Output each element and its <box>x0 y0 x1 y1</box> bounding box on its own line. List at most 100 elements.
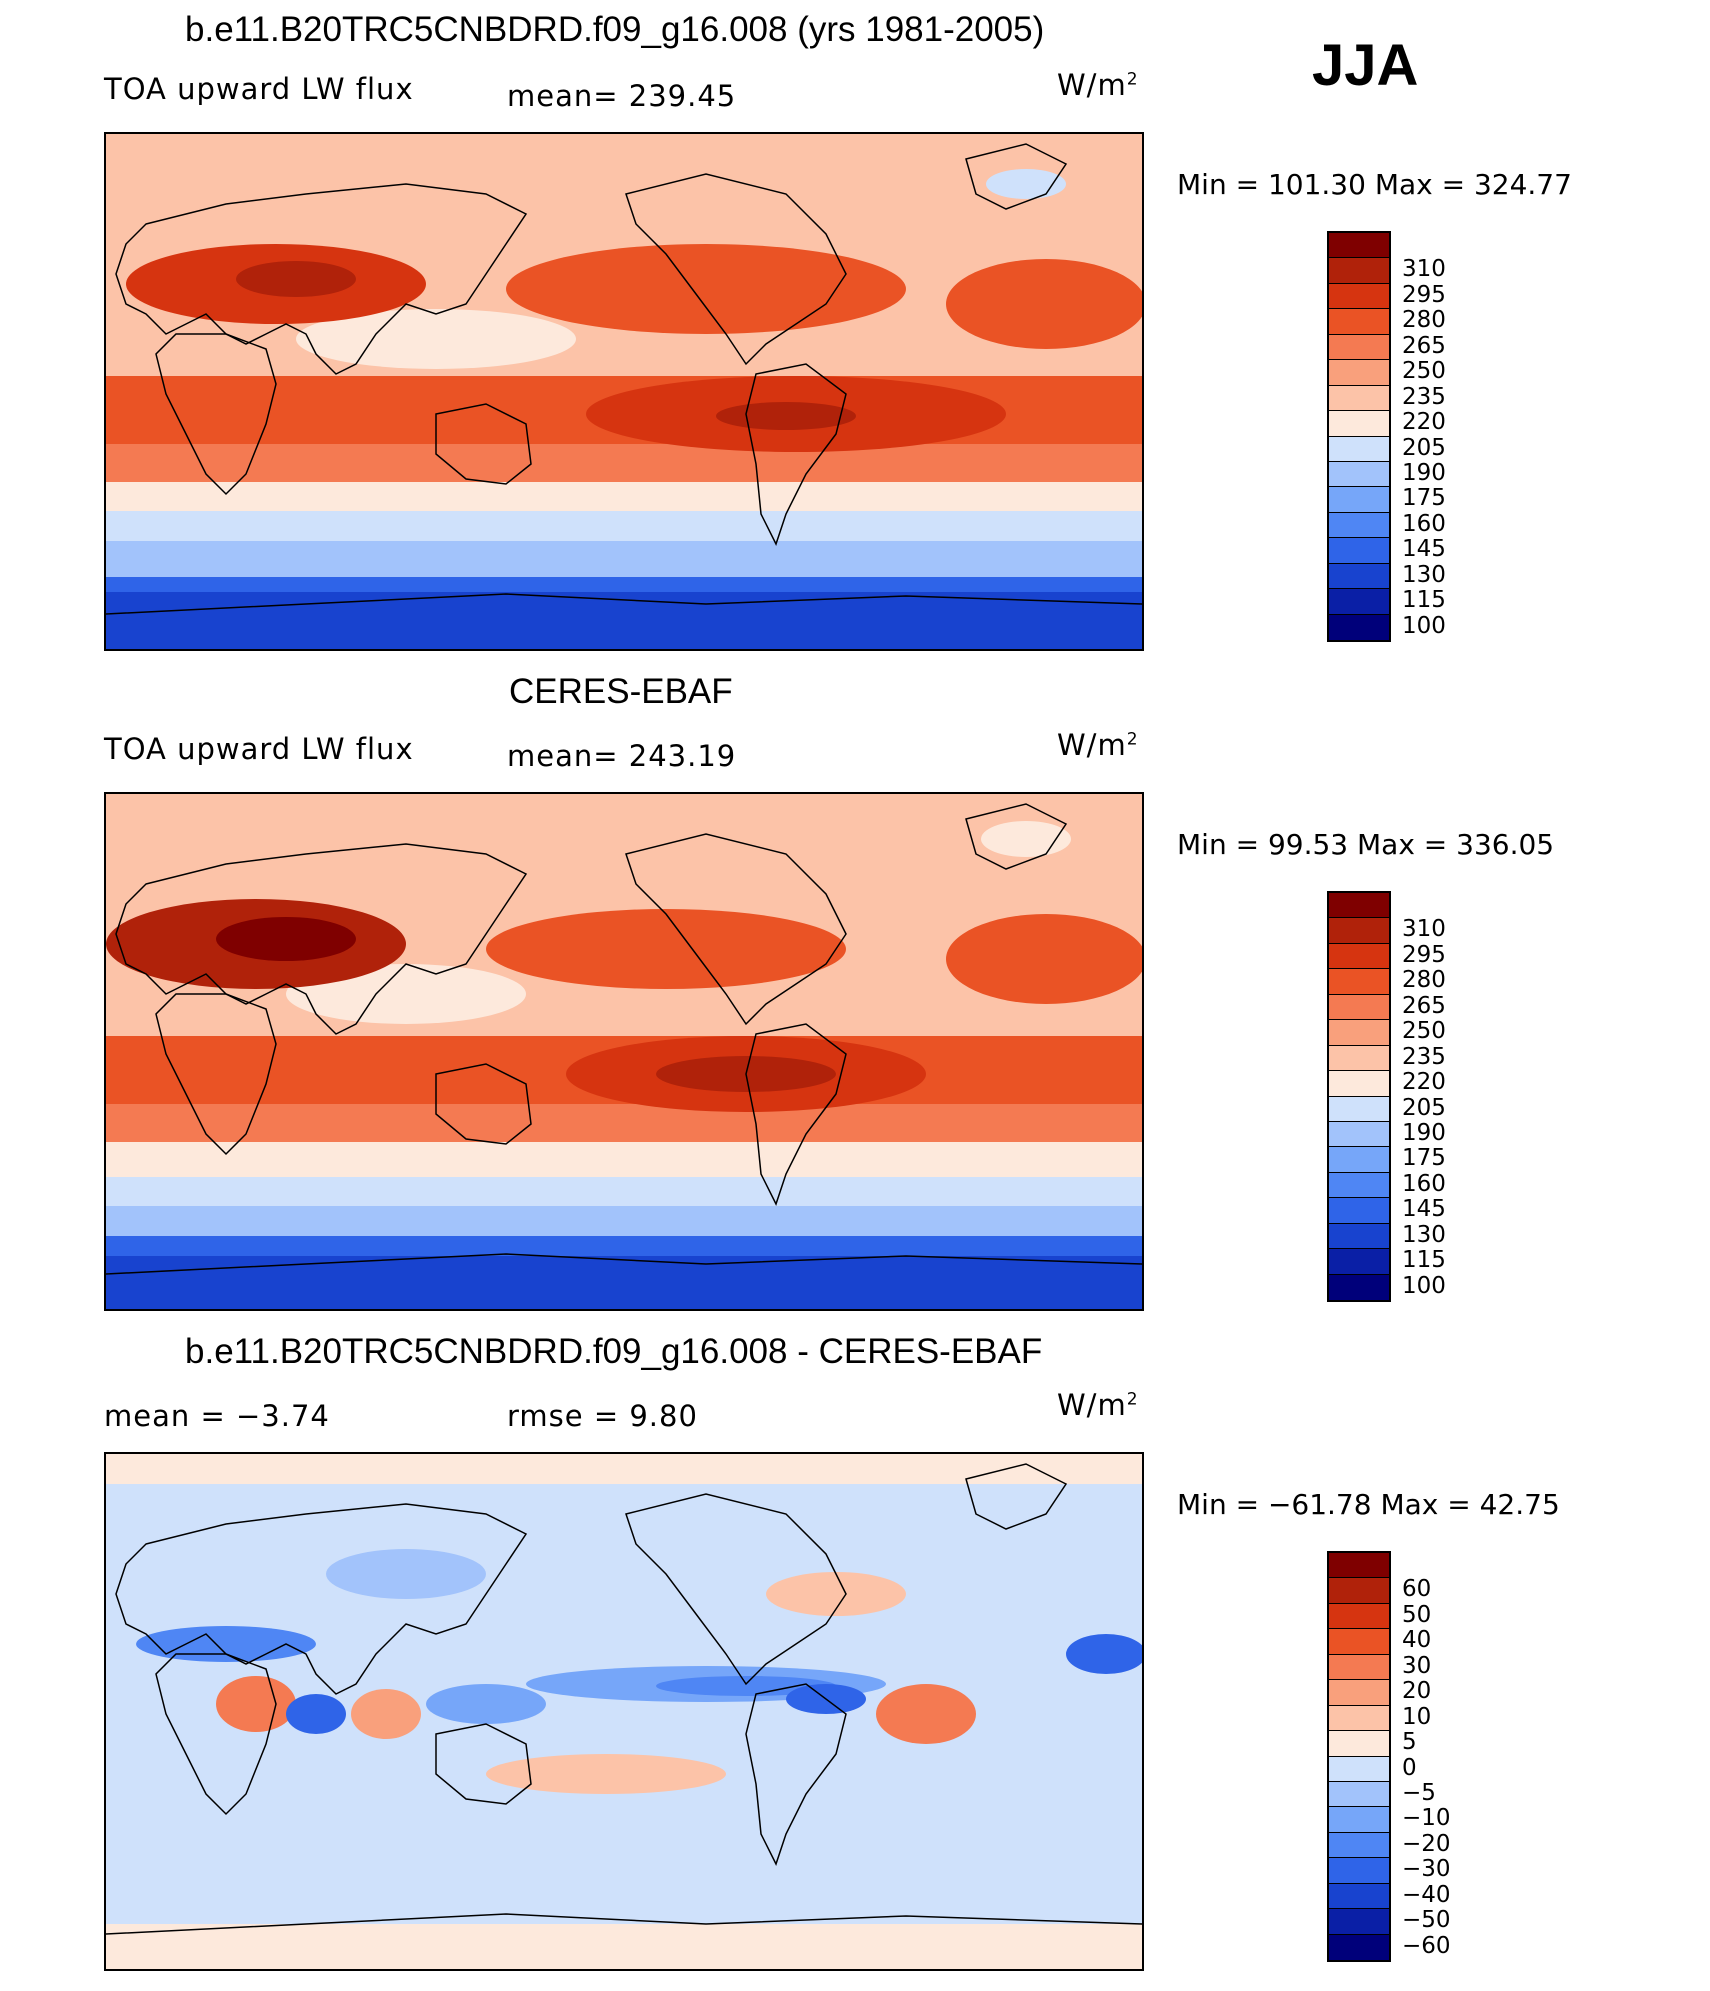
colorbar-swatch <box>1329 1756 1389 1782</box>
colorbar-tick-label: 5 <box>1402 1729 1417 1756</box>
colorbar-swatch <box>1329 1629 1389 1655</box>
panel3-minmax: Min = −61.78 Max = 42.75 <box>1177 1488 1560 1521</box>
colorbar-swatch <box>1329 360 1389 386</box>
colorbar-tick-label: 235 <box>1402 383 1446 410</box>
colorbar-swatch <box>1329 589 1389 615</box>
colorbar-swatch <box>1329 411 1389 437</box>
colorbar-swatch <box>1329 1781 1389 1808</box>
colorbar-swatch <box>1329 1883 1389 1910</box>
colorbar-tick-label: −60 <box>1402 1932 1451 1959</box>
colorbar-tick-label: −30 <box>1402 1856 1451 1883</box>
colorbar-tick-label: 30 <box>1402 1652 1432 1679</box>
panel1-mean-label: mean= 239.45 <box>507 79 737 113</box>
field-shading <box>106 794 1142 1309</box>
colorbar-tick-label: 160 <box>1402 510 1446 537</box>
panel2-units: W/m2 <box>1057 728 1139 762</box>
colorbar-swatch <box>1329 1731 1389 1757</box>
colorbar-swatch <box>1329 538 1389 564</box>
panel2-map-svg <box>106 794 1142 1309</box>
panel3-map-svg <box>106 1454 1142 1969</box>
colorbar-swatch <box>1329 1832 1389 1859</box>
colorbar-swatch <box>1329 1654 1389 1681</box>
panel2-map <box>104 792 1144 1311</box>
colorbar-tick-label: −10 <box>1402 1805 1451 1832</box>
colorbar-swatch <box>1329 258 1389 284</box>
colorbar-tick-label: 295 <box>1402 281 1446 308</box>
colorbar-swatch <box>1329 1071 1389 1097</box>
colorbar-swatch <box>1329 893 1389 919</box>
colorbar-swatch <box>1329 461 1389 488</box>
panel3-colorbar <box>1327 1551 1391 1962</box>
panel3-rmse-label: rmse = 9.80 <box>507 1399 698 1433</box>
colorbar-swatch <box>1329 1553 1389 1579</box>
colorbar-tick-label: 220 <box>1402 1069 1446 1096</box>
colorbar-swatch <box>1329 1705 1389 1732</box>
colorbar-tick-label: 130 <box>1402 1221 1446 1248</box>
colorbar-swatch <box>1329 385 1389 412</box>
panel2-mean-label: mean= 243.19 <box>507 739 737 773</box>
colorbar-tick-label: 175 <box>1402 485 1446 512</box>
panel1-variable-label: TOA upward LW flux <box>104 72 414 106</box>
colorbar-swatch <box>1329 233 1389 259</box>
colorbar-tick-label: 280 <box>1402 307 1446 334</box>
colorbar-tick-label: 50 <box>1402 1601 1432 1628</box>
panel1-title: b.e11.B20TRC5CNBDRD.f09_g16.008 (yrs 198… <box>185 10 1045 49</box>
colorbar-swatch <box>1329 918 1389 944</box>
colorbar-tick-label: 205 <box>1402 1094 1446 1121</box>
colorbar-tick-label: 145 <box>1402 1196 1446 1223</box>
colorbar-tick-label: 145 <box>1402 536 1446 563</box>
colorbar-swatch <box>1329 1121 1389 1148</box>
colorbar-swatch <box>1329 969 1389 995</box>
colorbar-swatch <box>1329 943 1389 970</box>
colorbar-tick-label: 100 <box>1402 612 1446 639</box>
colorbar-swatch <box>1329 614 1389 640</box>
colorbar-swatch <box>1329 512 1389 539</box>
colorbar-tick-label: 10 <box>1402 1703 1432 1730</box>
field-shading <box>106 134 1142 649</box>
colorbar-swatch <box>1329 1198 1389 1224</box>
panel1-minmax: Min = 101.30 Max = 324.77 <box>1177 168 1572 201</box>
colorbar-swatch <box>1329 563 1389 590</box>
colorbar-swatch <box>1329 1020 1389 1046</box>
colorbar-swatch <box>1329 1172 1389 1199</box>
colorbar-tick-label: 250 <box>1402 358 1446 385</box>
colorbar-swatch <box>1329 1934 1389 1960</box>
colorbar-tick-label: 115 <box>1402 1247 1446 1274</box>
coastlines <box>106 1463 1142 1935</box>
colorbar-tick-label: 190 <box>1402 459 1446 486</box>
colorbar-tick-label: 130 <box>1402 561 1446 588</box>
panel1-map-svg <box>106 134 1142 649</box>
colorbar-tick-label: 310 <box>1402 916 1446 943</box>
colorbar-tick-label: 265 <box>1402 992 1446 1019</box>
colorbar-swatch <box>1329 1680 1389 1706</box>
colorbar-swatch <box>1329 1147 1389 1173</box>
colorbar-tick-label: 220 <box>1402 409 1446 436</box>
colorbar-swatch <box>1329 334 1389 361</box>
colorbar-swatch <box>1329 1603 1389 1630</box>
colorbar-swatch <box>1329 1223 1389 1250</box>
colorbar-tick-label: −20 <box>1402 1830 1451 1857</box>
panel3-map <box>104 1452 1144 1971</box>
colorbar-tick-label: 235 <box>1402 1043 1446 1070</box>
season-label: JJA <box>1312 33 1419 98</box>
colorbar-tick-label: −5 <box>1402 1779 1436 1806</box>
colorbar-swatch <box>1329 1578 1389 1604</box>
field-shading <box>106 1454 1142 1969</box>
colorbar-swatch <box>1329 1249 1389 1275</box>
coastlines <box>106 143 1142 615</box>
colorbar-tick-label: 40 <box>1402 1627 1432 1654</box>
colorbar-tick-label: 115 <box>1402 587 1446 614</box>
panel2-variable-label: TOA upward LW flux <box>104 732 414 766</box>
coastlines <box>106 803 1142 1275</box>
panel1-map <box>104 132 1144 651</box>
colorbar-tick-label: 310 <box>1402 256 1446 283</box>
colorbar-tick-label: 265 <box>1402 332 1446 359</box>
colorbar-swatch <box>1329 1045 1389 1072</box>
colorbar-swatch <box>1329 994 1389 1021</box>
colorbar-tick-label: 280 <box>1402 967 1446 994</box>
colorbar-swatch <box>1329 487 1389 513</box>
colorbar-swatch <box>1329 1274 1389 1300</box>
colorbar-swatch <box>1329 1909 1389 1935</box>
colorbar-swatch <box>1329 1096 1389 1122</box>
colorbar-swatch <box>1329 283 1389 310</box>
